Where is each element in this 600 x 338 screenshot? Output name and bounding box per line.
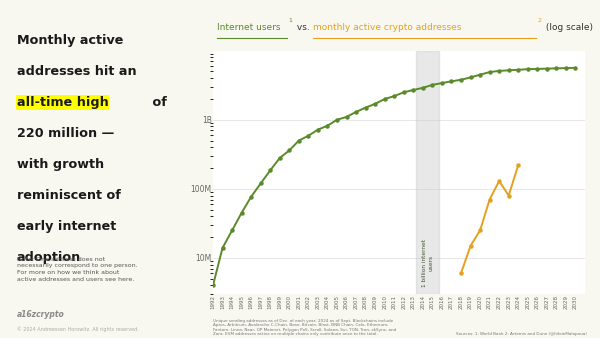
Text: Monthly active: Monthly active [17,34,123,47]
Text: all-time high: all-time high [17,96,109,109]
Text: Unique sending addresses as of Dec. of each year; 2024 as of Sept. Blockchains i: Unique sending addresses as of Dec. of e… [213,318,396,336]
Text: Sources: 1: World Bank 2: Artemis and Dune (@hiloinMalapoua): Sources: 1: World Bank 2: Artemis and Du… [456,332,587,336]
Text: of: of [148,96,167,109]
Text: 2: 2 [538,18,541,23]
Bar [416,51,439,294]
Text: vs.: vs. [294,23,313,31]
Text: 220 million —: 220 million — [17,127,114,140]
Text: (log scale): (log scale) [542,23,593,31]
Text: early internet: early internet [17,220,116,233]
Text: addresses hit an: addresses hit an [17,65,136,78]
Text: © 2024 Andreessen Horowitz. All rights reserved.: © 2024 Andreessen Horowitz. All rights r… [17,326,139,332]
Text: with growth: with growth [17,158,104,171]
Text: 1: 1 [288,18,292,23]
Text: 1 billion internet
users: 1 billion internet users [422,239,433,287]
Text: reminiscent of: reminiscent of [17,189,121,202]
Text: Note: One address does not
necessarily correspond to one person.
For more on how: Note: One address does not necessarily c… [17,257,137,282]
Text: adoption: adoption [17,251,81,264]
Text: Internet users: Internet users [217,23,280,31]
Text: monthly active crypto addresses: monthly active crypto addresses [313,23,461,31]
Text: a16zcrypto: a16zcrypto [17,310,64,319]
